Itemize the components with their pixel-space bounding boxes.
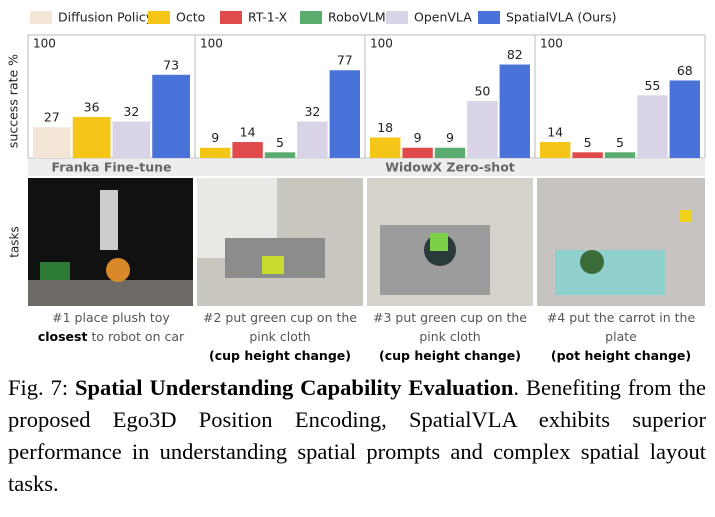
task-note: (cup height change) <box>379 348 521 363</box>
caption-text: . Benefiting from the proposed Ego3D Pos… <box>8 375 707 496</box>
bar <box>669 80 700 158</box>
group-label: WidowX Zero-shot <box>385 160 515 175</box>
task-text: #3 put green cup on the pink cloth <box>373 310 527 344</box>
y-tick-label: 100 <box>200 37 223 51</box>
value-label: 5 <box>584 135 592 150</box>
bar <box>72 116 111 158</box>
task-caption: #4 put the carrot in the plate (pot heigh… <box>537 308 705 365</box>
value-label: 9 <box>446 130 454 145</box>
value-label: 14 <box>547 125 563 140</box>
legend-swatch <box>220 11 242 24</box>
bar <box>297 121 328 158</box>
value-label: 36 <box>84 99 100 114</box>
value-label: 55 <box>644 78 660 93</box>
figure-caption: Fig. 7: Spatial Understanding Capability… <box>8 372 706 500</box>
value-label: 68 <box>677 63 693 78</box>
task-text: to robot on car <box>91 329 185 344</box>
task-note: (pot height change) <box>550 348 692 363</box>
bar <box>329 70 360 158</box>
bar <box>637 95 668 158</box>
value-label: 9 <box>211 130 219 145</box>
bar <box>370 137 401 158</box>
tasks-label: tasks <box>8 226 22 258</box>
value-label: 9 <box>414 130 422 145</box>
value-label: 14 <box>240 125 256 140</box>
value-label: 5 <box>276 135 284 150</box>
task-caption: #3 put green cup on the pink cloth (cup h… <box>366 308 534 365</box>
bar <box>604 152 636 158</box>
y-tick-label: 100 <box>33 37 56 51</box>
value-label: 77 <box>337 53 353 68</box>
bar <box>402 147 433 158</box>
task-text: #4 put the carrot in the plate <box>546 310 696 344</box>
y-tick-label: 100 <box>370 37 393 51</box>
bar <box>264 152 296 158</box>
legend-swatch <box>30 11 52 24</box>
bar <box>540 142 571 158</box>
bar <box>33 127 71 158</box>
bar <box>112 121 151 158</box>
legend-swatch <box>148 11 170 24</box>
task-emphasis: closest <box>37 329 88 344</box>
task-text: #2 put green cup on the pink cloth <box>203 310 357 344</box>
bar <box>467 101 498 158</box>
task-caption: #1 place plush toy closest to robot on c… <box>27 308 195 346</box>
value-label: 73 <box>163 57 179 72</box>
value-label: 5 <box>616 135 624 150</box>
task-text: #1 place plush toy <box>52 310 170 325</box>
legend-swatch <box>386 11 408 24</box>
y-axis-label: success rate % <box>6 54 21 148</box>
legend-label: Octo <box>176 10 205 25</box>
bar <box>572 152 603 158</box>
legend-label: Diffusion Policy <box>58 10 154 25</box>
value-label: 32 <box>304 104 320 119</box>
bar <box>434 147 466 158</box>
legend-swatch <box>478 11 500 24</box>
value-label: 32 <box>123 104 139 119</box>
caption-title: Spatial Understanding Capability Evaluat… <box>75 375 514 400</box>
legend-label: OpenVLA <box>414 10 472 25</box>
y-tick-label: 100 <box>540 37 563 51</box>
bar <box>232 142 263 158</box>
bar <box>152 74 190 158</box>
chart: Diffusion Policy Octo RT-1-X RoboVLM OpenVLA… <box>6 10 706 306</box>
value-label: 18 <box>377 120 393 135</box>
group-label: Franka Fine-tune <box>52 160 172 175</box>
bar <box>200 147 231 158</box>
caption-label: Fig. 7: <box>8 375 69 400</box>
value-label: 50 <box>474 84 490 99</box>
task-note: (cup height change) <box>209 348 351 363</box>
legend-swatch <box>300 11 322 24</box>
legend-label: RT-1-X <box>248 10 288 25</box>
legend-label: SpatialVLA (Ours) <box>506 10 617 25</box>
task-photos <box>28 178 705 306</box>
task-caption: #2 put green cup on the pink cloth (cup h… <box>196 308 364 365</box>
bar <box>499 64 530 158</box>
value-label: 82 <box>507 47 523 62</box>
legend-label: RoboVLM <box>328 10 386 25</box>
group-label-strip <box>28 159 705 176</box>
value-label: 27 <box>44 110 60 125</box>
